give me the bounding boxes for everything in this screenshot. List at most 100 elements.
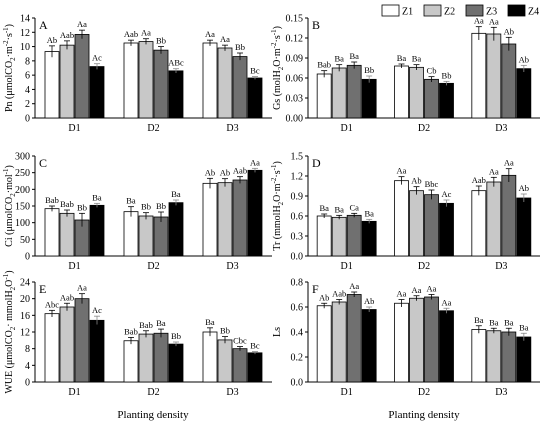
y-tick-label: 0: [25, 114, 30, 125]
significance-label: ABc: [168, 58, 184, 68]
y-tick-label: 0.2: [291, 353, 304, 364]
y-tick-label: 0.00: [286, 114, 304, 125]
y-axis-label-part: -1: [2, 27, 10, 33]
significance-label: Ba: [156, 318, 166, 328]
y-axis-label-part: O·m: [272, 48, 283, 67]
y-axis-label-part: -1: [2, 168, 10, 174]
bar: [361, 220, 377, 257]
significance-label: Bb: [364, 65, 374, 75]
significance-label: Cb: [427, 66, 437, 76]
y-tick-label: 0.4: [291, 328, 304, 339]
significance-label: Bb: [156, 201, 166, 211]
x-tick-label: D1: [68, 261, 80, 272]
significance-label: Aab: [472, 175, 486, 185]
bar: [168, 343, 184, 383]
significance-label: Ba: [349, 51, 359, 61]
bar: [153, 332, 169, 383]
bar: [486, 181, 502, 257]
significance-label: Aab: [60, 30, 74, 40]
y-axis-label-part: -2: [270, 42, 278, 48]
bar: [331, 216, 347, 257]
y-tick-label: 12: [20, 28, 30, 39]
x-tick-label: D3: [226, 123, 238, 134]
y-tick-label: 0.0: [291, 252, 304, 263]
x-tick-label: D2: [147, 123, 159, 134]
y-axis-label-part: ·m: [4, 46, 15, 57]
significance-label: Ab: [47, 35, 57, 45]
x-tick-label: D1: [68, 387, 80, 398]
panel-c: 0 50 100 150 200 250 300 Ci (μmolCO2·mol-1) C D1 B…: [2, 152, 272, 272]
significance-label: Ba: [92, 192, 102, 202]
bar: [409, 66, 424, 119]
y-tick-label: 300: [15, 152, 30, 163]
y-tick-label: 0.09: [286, 54, 304, 65]
bar: [217, 339, 233, 383]
bar: [471, 190, 487, 257]
significance-label: Bab: [60, 199, 74, 209]
bar: [471, 329, 487, 383]
bar: [59, 306, 75, 383]
legend: Z1 Z2 Z3 Z4: [381, 4, 539, 18]
bar: [59, 212, 75, 257]
bar: [247, 77, 263, 119]
significance-label: Ba: [474, 315, 484, 325]
bar: [501, 331, 517, 383]
y-axis-label-part: 2: [9, 57, 17, 61]
significance-label: Ac: [92, 305, 102, 315]
bar: [316, 305, 332, 383]
significance-label: Aa: [427, 284, 437, 294]
bar: [74, 298, 90, 383]
bar: [409, 297, 424, 383]
x-tick-label: D3: [226, 261, 238, 272]
y-axis-label-part: -1: [2, 273, 10, 279]
significance-label: Ba: [504, 317, 514, 327]
bar: [501, 174, 517, 257]
bar: [89, 66, 105, 119]
bar: [486, 33, 502, 119]
bar: [361, 309, 377, 383]
x-tick-label: D1: [341, 261, 353, 272]
bar: [394, 180, 409, 257]
significance-label: Ba: [397, 53, 407, 63]
significance-label: Bb: [156, 36, 166, 46]
bar: [168, 70, 184, 119]
bar: [153, 216, 169, 257]
panel-letter: A: [39, 18, 48, 32]
y-axis-label-part: ): [272, 26, 283, 29]
y-axis-label-part: O: [4, 280, 15, 287]
x-axis-title: Planting density: [117, 409, 189, 421]
legend-label: Z1: [402, 7, 413, 18]
y-axis-label: Ci (μmolCO2·mol-1): [2, 165, 17, 247]
significance-label: Bb: [171, 331, 181, 341]
x-tick-label: D1: [341, 387, 353, 398]
significance-label: Bab: [139, 320, 153, 330]
significance-label: Ab: [319, 292, 329, 302]
significance-label: Ac: [442, 189, 452, 199]
x-axis-title: Planting density: [388, 409, 460, 421]
y-tick-label: 2: [25, 99, 30, 110]
y-axis-label-part: ·s: [272, 35, 283, 42]
y-axis-label-part: WUE (μmolCO: [4, 330, 15, 393]
significance-label: Aa: [141, 28, 151, 38]
y-tick-label: 0.0: [291, 378, 304, 389]
bar: [424, 296, 439, 383]
bar: [89, 319, 105, 383]
bar: [331, 67, 347, 119]
bar: [217, 47, 233, 119]
bar: [516, 336, 532, 383]
significance-label: Bb: [235, 42, 245, 52]
significance-label: Abc: [45, 299, 59, 309]
significance-label: Ba: [334, 54, 344, 64]
significance-label: Aa: [397, 289, 407, 299]
y-tick-label: 14: [20, 14, 30, 25]
y-tick-label: 0: [25, 252, 30, 263]
y-axis-label-part: Ls: [272, 327, 283, 337]
bar: [232, 179, 248, 257]
y-axis-label-part: ): [4, 165, 15, 168]
bar: [74, 34, 90, 119]
y-tick-label: 20: [20, 294, 30, 305]
bar: [394, 65, 409, 119]
significance-label: Aa: [504, 158, 514, 168]
